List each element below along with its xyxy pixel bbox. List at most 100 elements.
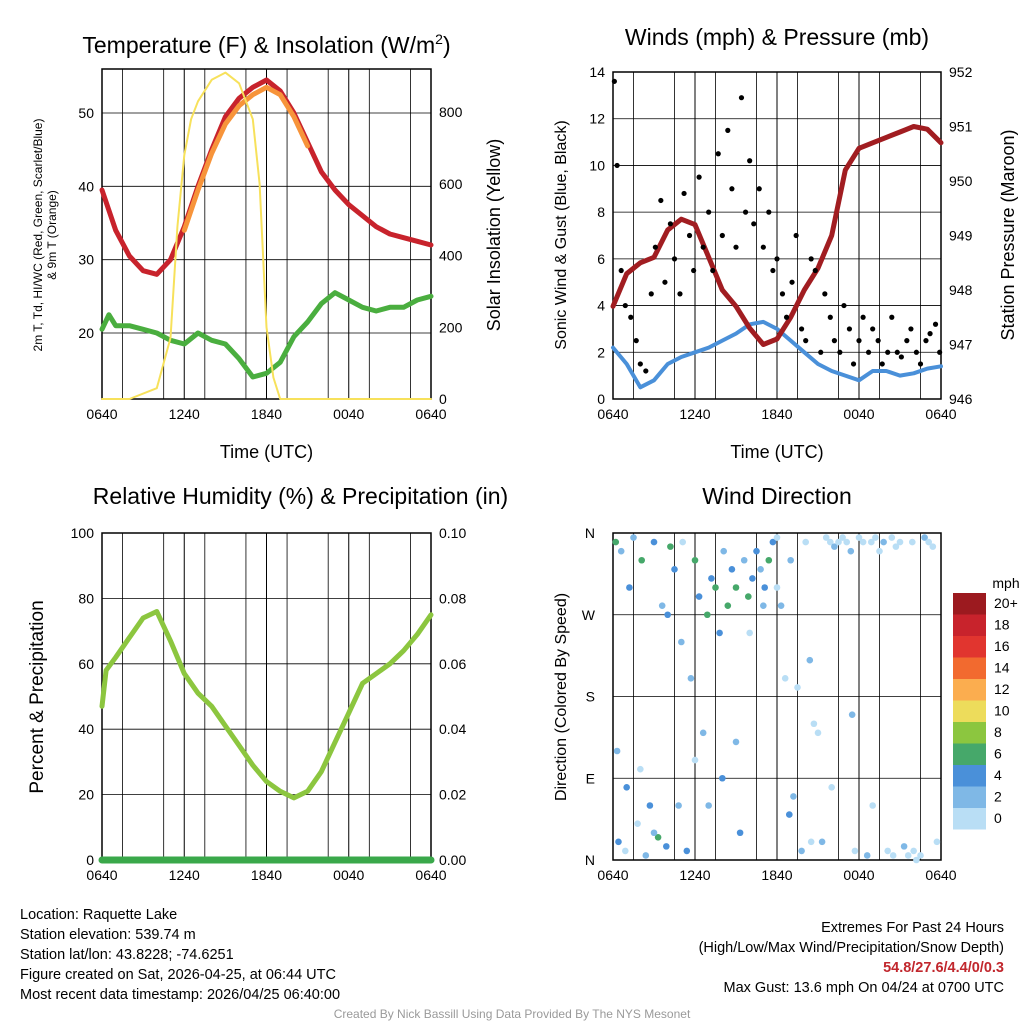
colorbar-swatch xyxy=(953,808,986,830)
y-tick-label-left: 2 xyxy=(597,344,605,360)
y-tick-label-left: 30 xyxy=(78,252,94,268)
gust-point xyxy=(611,78,617,84)
x-tick-label: 0640 xyxy=(86,406,117,422)
temperature-y-axis-label-line2: & 9m T (Orange) xyxy=(45,190,59,280)
gust-point xyxy=(751,221,757,227)
direction-point xyxy=(910,847,917,855)
direction-point xyxy=(863,852,871,859)
gust-point xyxy=(865,349,872,355)
direction-point xyxy=(798,847,805,855)
x-tick-label: 0640 xyxy=(925,867,956,883)
gust-point xyxy=(875,338,881,344)
gust-point xyxy=(756,186,762,192)
insolation-y-axis-label: Solar Insolation (Yellow) xyxy=(484,139,504,331)
gust-point xyxy=(908,326,914,332)
direction-point xyxy=(810,720,818,728)
direction-point xyxy=(794,684,801,691)
gust-point xyxy=(841,302,847,309)
direction-point xyxy=(678,638,685,646)
y-tick-label: N xyxy=(585,852,595,868)
direction-point xyxy=(909,538,916,546)
series-2m-temperature xyxy=(99,77,434,277)
y-tick-label-left: 60 xyxy=(78,656,94,672)
gust-point xyxy=(879,361,885,367)
plot-frame: 0640 1240 1840 0040 06400204060801000.000.02… xyxy=(71,525,467,883)
y-tick-label-left: 6 xyxy=(597,251,605,267)
colorbar-swatch xyxy=(953,722,986,744)
direction-point xyxy=(724,602,732,609)
gust-point xyxy=(793,232,799,239)
direction-point xyxy=(646,802,654,809)
y-tick-label-right: 0.08 xyxy=(439,590,466,606)
x-tick-label: 1240 xyxy=(679,406,710,422)
gust-point xyxy=(837,349,843,355)
direction-point xyxy=(691,556,699,564)
extremes-panel: Extremes For Past 24 Hours (High/Low/Max… xyxy=(699,918,1004,998)
gust-point xyxy=(799,326,805,332)
y-tick-label-right: 0.10 xyxy=(439,525,466,541)
recent-text: Most recent data timestamp: 2026/04/25 0… xyxy=(20,987,341,1003)
y-tick-label-right: 0.06 xyxy=(439,656,466,672)
y-tick-label: E xyxy=(586,770,595,786)
direction-point xyxy=(716,629,723,637)
temperature-y-axis-label-line1: 2m T, Td, HI/WC (Red, Green, Scarlet/Blu… xyxy=(31,119,45,352)
colorbar-label: 6 xyxy=(994,746,1002,762)
y-tick-label-right: 200 xyxy=(439,319,463,335)
x-tick-label: 0040 xyxy=(843,867,874,883)
created-text: Figure created on Sat, 2026-04-25, at 06… xyxy=(20,967,336,983)
y-tick-label-left: 40 xyxy=(78,721,94,737)
colorbar-label: 12 xyxy=(994,681,1010,697)
colorbar-swatch xyxy=(953,657,986,679)
direction-point xyxy=(765,556,773,564)
direction-point xyxy=(638,556,645,564)
winds-x-axis-label: Time (UTC) xyxy=(730,442,823,462)
direction-point xyxy=(843,538,850,546)
gust-point xyxy=(662,279,668,285)
gust-point xyxy=(614,162,620,169)
direction-point xyxy=(623,784,630,791)
direction-point xyxy=(642,852,650,859)
y-tick-label-left: 14 xyxy=(589,64,605,80)
x-tick-label: 0640 xyxy=(925,406,956,422)
gust-point xyxy=(783,314,790,320)
y-tick-label-right: 0.02 xyxy=(439,787,466,803)
direction-point xyxy=(773,584,781,591)
direction-point xyxy=(917,852,924,859)
y-tick-label-left: 10 xyxy=(589,157,605,173)
y-tick-label-right: 800 xyxy=(439,104,463,120)
direction-point xyxy=(913,856,920,864)
gust-point xyxy=(719,232,725,239)
temperature-y-axis-label-group: 2m T, Td, HI/WC (Red, Green, Scarlet/Blu… xyxy=(31,119,59,352)
direction-point xyxy=(667,543,674,550)
x-tick-label: 0640 xyxy=(86,867,117,883)
series-station-pressure xyxy=(610,124,944,347)
extremes-legend: (High/Low/Max Wind/Precipitation/Snow De… xyxy=(698,940,1004,956)
colorbar-swatch xyxy=(953,636,986,658)
direction-point xyxy=(806,656,814,664)
direction-point xyxy=(904,852,912,859)
direction-point xyxy=(654,833,662,841)
y-tick-label-right: 949 xyxy=(949,228,973,244)
direction-point xyxy=(933,838,941,846)
gust-point xyxy=(827,314,833,320)
direction-point xyxy=(848,711,856,718)
direction-point xyxy=(880,538,887,546)
direction-point xyxy=(777,602,785,609)
plot-frame: 0640 1240 1840 0040 064002468101214946947948… xyxy=(589,64,972,422)
direction-point xyxy=(828,784,835,791)
y-tick-label-right: 0.00 xyxy=(439,852,466,868)
gust-point xyxy=(889,314,895,320)
gust-point xyxy=(715,151,721,157)
direction-point xyxy=(787,556,794,564)
gust-point xyxy=(696,174,702,180)
y-tick-label: W xyxy=(582,607,596,623)
direction-point xyxy=(658,602,666,609)
y-tick-label-right: 947 xyxy=(949,337,973,353)
location-text: Location: Raquette Lake xyxy=(20,907,178,923)
gust-point xyxy=(885,349,891,355)
x-tick-label: 1240 xyxy=(169,867,200,883)
direction-point xyxy=(728,566,736,573)
gust-point xyxy=(818,349,824,355)
y-tick-label-left: 100 xyxy=(71,525,95,541)
